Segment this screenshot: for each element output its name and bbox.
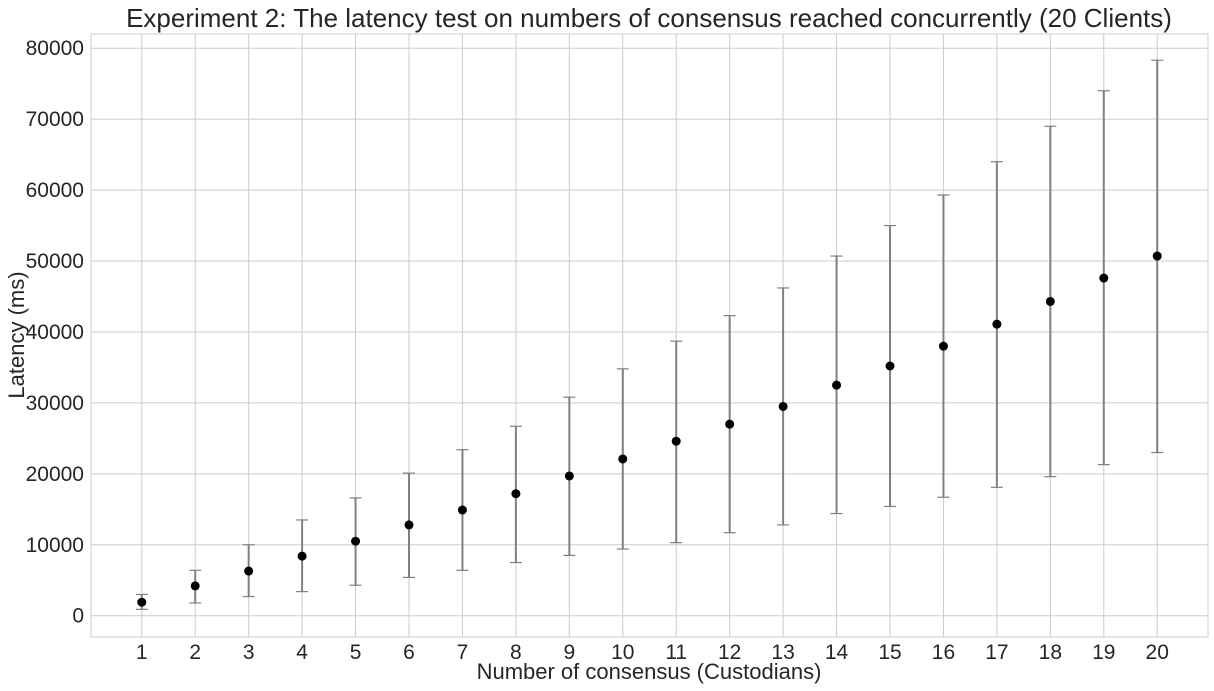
data-point [404,520,414,530]
x-tick-label: 15 [878,641,901,664]
x-tick-label: 8 [510,641,522,664]
data-point [457,505,467,515]
x-tick-label: 9 [563,641,575,664]
y-tick-label: 80000 [26,37,84,60]
data-point [351,536,361,546]
data-point [1045,296,1055,306]
data-point [992,319,1002,329]
x-tick-labels: 1 2 3 4 5 6 7 8 9 10 11 12 13 14 15 16 17 18 19 20 [136,641,1169,664]
data-point [885,361,895,371]
y-tick-label: 40000 [26,321,84,344]
data-point [137,597,147,607]
y-tick-label: 60000 [26,179,84,202]
data-point [938,341,948,351]
data-point [511,489,521,499]
y-tick-label: 50000 [26,250,84,273]
y-tick-label: 0 [72,605,84,628]
x-tick-label: 18 [1039,641,1062,664]
x-tick-label: 12 [718,641,741,664]
x-tick-label: 1 [136,641,148,664]
data-point [618,454,628,464]
plot-frame [90,33,1209,638]
x-tick-label: 19 [1092,641,1115,664]
data-point [297,551,307,561]
x-tick-label: 10 [611,641,634,664]
y-tick-label: 10000 [26,534,84,557]
data-point [778,401,788,411]
y-tick-label: 30000 [26,392,84,415]
x-tick-label: 13 [771,641,794,664]
y-axis-label: Latency (ms) [4,271,29,398]
y-tick-label: 20000 [26,463,84,486]
data-point [725,419,735,429]
x-tick-label: 20 [1146,641,1169,664]
data-point [244,566,254,576]
data-point [832,380,842,390]
y-tick-label: 70000 [26,108,84,131]
x-tick-label: 14 [825,641,849,664]
x-tick-label: 4 [296,641,308,664]
data-point [190,581,200,591]
x-tick-label: 6 [403,641,415,664]
y-tick-labels: 0 10000 20000 30000 40000 50000 60000 70000 8000… [26,37,84,628]
data-point [564,471,574,481]
data-point [1152,251,1162,261]
chart-title: Experiment 2: The latency test on number… [126,3,1172,33]
x-tick-label: 3 [243,641,255,664]
x-tick-label: 7 [457,641,469,664]
x-tick-label: 11 [665,641,687,664]
data-point [1099,273,1109,283]
x-tick-label: 16 [932,641,955,664]
x-tick-label: 17 [985,641,1008,664]
x-axis-label: Number of consensus (Custodians) [477,659,822,684]
x-tick-label: 2 [189,641,201,664]
data-point [671,436,681,446]
data-points [137,251,1162,607]
x-tick-label: 5 [350,641,362,664]
